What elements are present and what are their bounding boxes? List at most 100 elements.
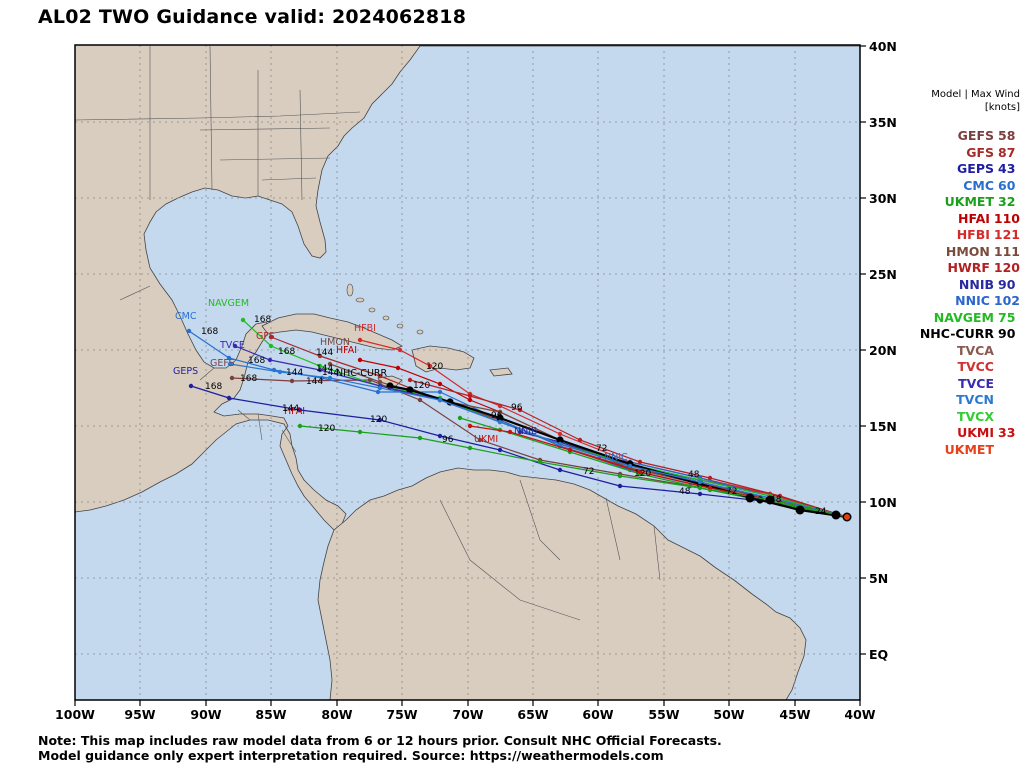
legend-model-name: GEFS [957,128,994,143]
track-point [777,493,783,499]
track-point [240,317,246,323]
hour-label: 48 [688,470,700,480]
legend-model-name: UKMI [957,425,994,440]
track-point [407,377,413,383]
legend-model-name: CMC [963,177,994,193]
track-point [697,485,703,491]
hour-label: 144 [322,368,339,378]
track-point [567,447,573,453]
track-point [226,355,232,361]
legend-max-wind: 33 [998,425,1016,440]
lat-label: EQ [869,647,888,662]
lon-label: 45W [779,707,810,722]
legend-model-name: TVCC [957,359,994,374]
label-navgem: NAVGEM [208,298,249,309]
track-point [277,369,283,375]
lon-label: 95W [124,707,155,722]
legend-item: GEPS 43 [880,161,1020,178]
south-america-landmass [317,467,807,700]
hour-label: 120 [413,381,430,391]
lat-label: 40N [869,39,897,54]
hour-label: 96 [442,435,454,445]
lon-label: 55W [648,707,679,722]
label-hfai: HFAI [336,345,357,356]
label-geps: GEPS [173,366,198,377]
lat-label: 30N [869,191,897,206]
legend-header-units: [knots] [984,102,1020,113]
nhc-position-marker [831,510,841,520]
nhc-position-marker [765,495,775,505]
track-point [617,483,623,489]
hour-label: 144 [306,377,323,387]
label-nnic: NNIC [604,452,628,463]
hispaniola [411,345,475,373]
track-point [637,469,643,475]
track-point [467,393,473,399]
hour-label: 168 [278,347,295,357]
track-point [697,491,703,497]
legend-model-name: TVCX [956,408,994,424]
track-point [232,343,238,349]
track-point [317,353,323,359]
hour-label: 96 [511,403,523,413]
track-point [477,437,483,443]
legend-max-wind: 58 [998,128,1016,143]
track-point [377,385,383,391]
track-hwrf [409,379,848,518]
track-point [377,417,383,423]
label-nnib: NNIB [514,426,538,437]
track-point [557,467,563,473]
model-legend: Model | Max Wind [knots] GEFS 58 GFS 87 GEPS… [880,88,1020,458]
track-point [707,475,713,481]
hour-label: 48 [770,495,782,505]
track-point [457,415,463,421]
hour-label: 168 [254,315,271,325]
track-point [507,429,513,435]
hour-label: 120 [370,415,387,425]
hour-label: 48 [679,487,691,497]
lat-label: 20N [869,343,897,358]
nhc-position-marker [795,505,805,515]
lon-label: 100W [55,707,95,722]
track-point [517,429,523,435]
track-point [297,407,303,413]
track-point [317,363,323,369]
legend-item: NNIC 102 [880,293,1020,310]
legend-model-name: HFAI [958,210,990,226]
track-point [268,343,274,349]
track-point [227,361,233,367]
label-ukmi: UKMI [474,434,498,445]
legend-item: UKMI 33 [880,425,1020,442]
legend-model-name: TVCN [956,392,994,407]
lon-label: 80W [321,707,352,722]
hour-label: 144 [316,348,333,358]
legend-max-wind: 120 [993,260,1020,275]
legend-max-wind: 90 [998,276,1016,292]
track-point [229,375,235,381]
label-hfai-2: HFAI [284,406,305,417]
track-point [395,365,401,371]
legend-max-wind: 110 [993,210,1020,226]
track-point [537,459,543,465]
legend-item: CMC 60 [880,178,1020,195]
legend-item: TVCA [880,343,1020,360]
track-point [557,431,563,437]
track-point [357,429,363,435]
hour-label: 168 [240,374,257,384]
track-point [697,479,703,485]
track-point [497,419,503,425]
hour-label: 144 [282,404,299,414]
lon-label: 90W [190,707,221,722]
legend-model-name: TVCE [958,375,994,391]
legend-item: HMON 111 [880,244,1020,261]
track-point [186,328,192,334]
lon-label: 85W [255,707,286,722]
label-nhc-curr: NHC-CURR [336,368,387,379]
track-nhc-curr [389,384,848,519]
legend-model-name: HFBI [956,227,990,242]
lat-label: 10N [869,495,897,510]
track-point [437,389,443,395]
track-point [467,423,473,429]
legend-model-name: NNIB [958,276,994,292]
legend-model-name: HWRF [947,260,990,275]
